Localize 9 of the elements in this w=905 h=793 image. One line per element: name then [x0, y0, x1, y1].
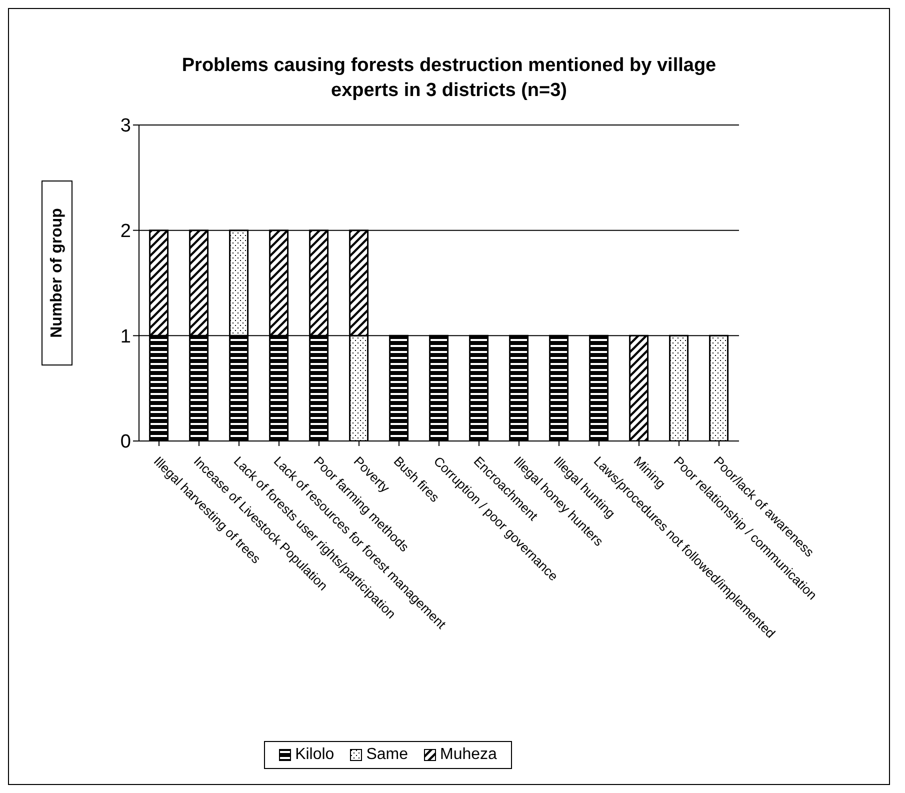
legend-label: Kilolo — [294, 746, 334, 764]
y-axis-title: Number of group — [48, 208, 66, 338]
chart-title: Problems causing forests destruction mentioned by village experts in 3 districts (n=3) — [180, 54, 718, 103]
y-tick-label: 0 — [120, 432, 131, 453]
legend-label: Same — [365, 746, 408, 764]
y-tick-label: 1 — [120, 326, 131, 348]
y-tick-label: 3 — [120, 116, 131, 137]
legend-label: Muheza — [439, 746, 497, 764]
y-tick-label: 2 — [120, 221, 131, 242]
